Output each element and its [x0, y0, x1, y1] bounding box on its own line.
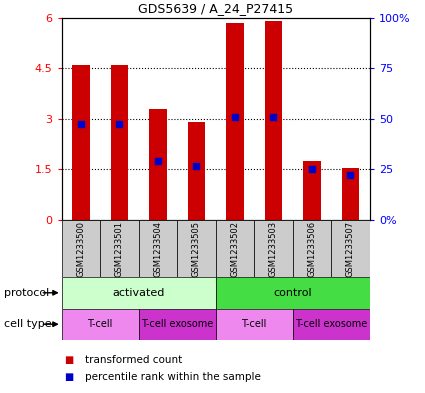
Bar	[331, 220, 370, 277]
Bar	[100, 220, 139, 277]
Text: GSM1233506: GSM1233506	[307, 220, 317, 277]
Bar	[149, 109, 167, 220]
Text: GSM1233504: GSM1233504	[153, 220, 162, 277]
Bar	[62, 220, 100, 277]
Bar	[215, 309, 293, 340]
Bar	[177, 220, 215, 277]
Bar	[342, 168, 359, 220]
Bar	[254, 220, 293, 277]
Text: GSM1233502: GSM1233502	[230, 220, 239, 277]
Text: transformed count: transformed count	[85, 354, 182, 365]
Text: ■: ■	[64, 372, 73, 382]
Text: GSM1233507: GSM1233507	[346, 220, 355, 277]
Text: T-cell: T-cell	[241, 319, 267, 329]
Text: T-cell exosome: T-cell exosome	[295, 319, 367, 329]
Bar	[139, 309, 215, 340]
Text: percentile rank within the sample: percentile rank within the sample	[85, 372, 261, 382]
Bar	[215, 277, 370, 309]
Text: protocol: protocol	[4, 288, 49, 298]
Text: GSM1233503: GSM1233503	[269, 220, 278, 277]
Bar	[62, 277, 215, 309]
Bar	[226, 23, 244, 220]
Bar	[215, 220, 254, 277]
Title: GDS5639 / A_24_P27415: GDS5639 / A_24_P27415	[138, 2, 293, 15]
Text: control: control	[273, 288, 312, 298]
Bar	[303, 161, 320, 220]
Text: GSM1233501: GSM1233501	[115, 220, 124, 277]
Text: GSM1233505: GSM1233505	[192, 220, 201, 277]
Bar	[293, 220, 331, 277]
Text: GSM1233500: GSM1233500	[76, 220, 85, 277]
Bar	[293, 309, 370, 340]
Bar	[139, 220, 177, 277]
Bar	[111, 65, 128, 220]
Bar	[62, 309, 139, 340]
Text: activated: activated	[113, 288, 165, 298]
Text: T-cell: T-cell	[88, 319, 113, 329]
Bar	[188, 122, 205, 220]
Text: cell type: cell type	[4, 319, 52, 329]
Bar	[265, 21, 282, 220]
Bar	[72, 65, 90, 220]
Text: ■: ■	[64, 354, 73, 365]
Text: T-cell exosome: T-cell exosome	[141, 319, 213, 329]
